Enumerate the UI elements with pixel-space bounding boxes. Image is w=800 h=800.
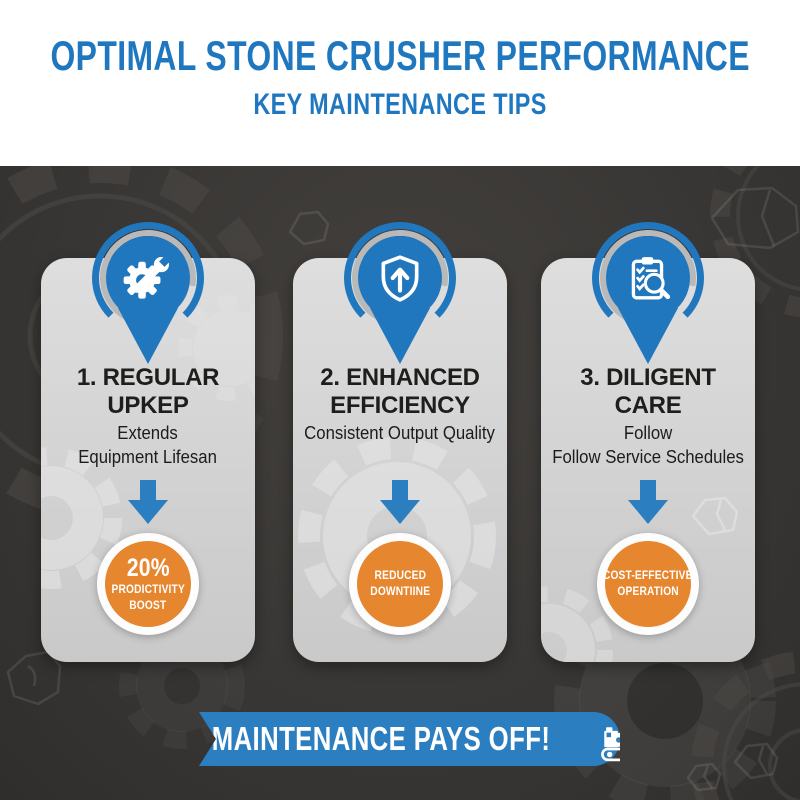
down-arrow-icon xyxy=(628,480,668,524)
card-description: Consistent Output Quality xyxy=(304,423,496,443)
card-title: 2. ENHANCED EFFICIENCY xyxy=(320,364,480,420)
down-arrow-icon xyxy=(128,480,168,524)
card-content: 2. ENHANCED EFFICIENCY Consistent Output… xyxy=(293,258,507,662)
tip-card-regular-upkeep: 1. REGULAR UPKEP Extends Equipment Lifes… xyxy=(41,211,255,662)
card-pin-marker xyxy=(581,211,715,372)
card-content: 3. DILIGENT CARE Follow Follow Service S… xyxy=(541,258,755,662)
result-badge: 20% PRODICTIVITY BOOST xyxy=(97,533,199,635)
gear-wrench-icon xyxy=(123,254,172,299)
footer-ribbon: MAINTENANCE PAYS OFF! xyxy=(199,712,620,766)
subtitle: KEY MAINTENANCE TIPS xyxy=(253,88,547,122)
result-badge: REDUCED DOWNTIINE xyxy=(349,533,451,635)
pin-circle xyxy=(606,236,690,320)
tips-section: 1. REGULAR UPKEP Extends Equipment Lifes… xyxy=(0,166,800,800)
ribbon-label: MAINTENANCE PAYS OFF! xyxy=(212,720,551,757)
result-badge: COST-EFFECTIVE OPERATION xyxy=(597,533,699,635)
pin-outer-ring xyxy=(592,222,704,334)
card-pin-marker xyxy=(333,211,467,372)
mobile-crusher-icon xyxy=(600,719,620,762)
pin-circle xyxy=(106,236,190,320)
card-title: 1. REGULAR UPKEP xyxy=(76,364,220,420)
card-title: 3. DILIGENT CARE xyxy=(580,364,716,420)
clipboard-checklist-icon xyxy=(631,257,671,300)
page-header: OPTIMAL STONE CRUSHER PERFORMANCE KEY MA… xyxy=(0,0,800,166)
shield-up-arrow-icon xyxy=(381,255,419,302)
card-pin-marker xyxy=(81,211,215,372)
down-arrow-icon xyxy=(380,480,420,524)
pin-circle xyxy=(358,236,442,320)
tip-card-enhanced-efficiency: 2. ENHANCED EFFICIENCY Consistent Output… xyxy=(293,211,507,662)
card-description: Extends Equipment Lifesan xyxy=(78,423,218,467)
card-description: Follow Follow Service Schedules xyxy=(552,423,744,467)
main-title: OPTIMAL STONE CRUSHER PERFORMANCE xyxy=(50,32,750,79)
pin-outer-ring xyxy=(344,222,456,334)
tip-card-diligent-care: 3. DILIGENT CARE Follow Follow Service S… xyxy=(541,211,755,662)
